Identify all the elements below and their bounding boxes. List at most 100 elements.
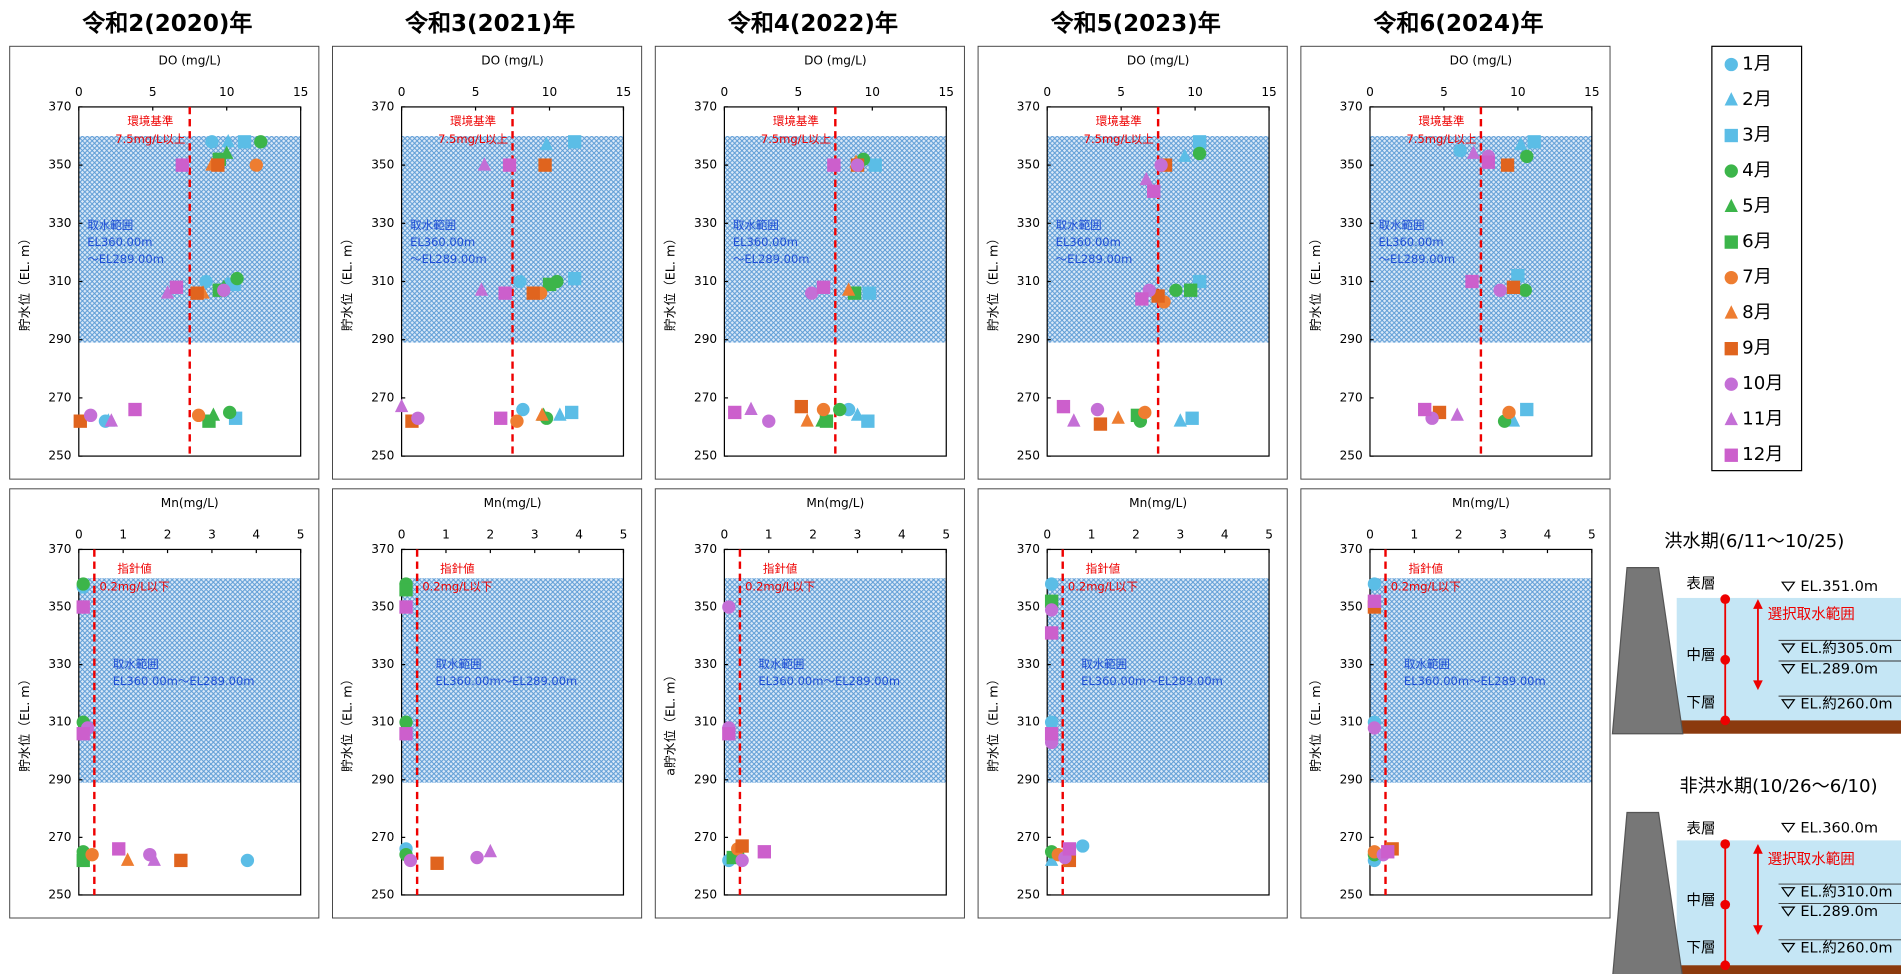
threshold-label: 指針値 [1086,561,1121,575]
threshold-label: 0.2mg/L以下 [745,580,815,594]
x-tick-label: 0 [398,85,406,99]
ground [1676,965,1901,974]
point [850,407,865,421]
point [1056,399,1071,414]
point [112,842,126,856]
year-title: 令和5(2023)年 [1051,10,1221,37]
threshold-label: 環境基準 [773,114,819,128]
threshold-label: 7.5mg/L以上 [761,132,831,146]
point [804,286,819,300]
level-label: EL.289.0m [1800,661,1878,677]
intake-band [1369,578,1592,783]
y-tick-label: 290 [1017,772,1040,786]
legend-marker [1724,164,1738,178]
y-axis-label: 貯水位（EL. m） [17,232,32,331]
level-label: EL.約305.0m [1800,640,1892,657]
point [430,856,444,870]
point [538,158,552,172]
point [237,135,252,149]
threshold-label: 0.2mg/L以下 [1068,580,1138,594]
point [1514,136,1528,151]
band-label: 取水範囲 [758,657,804,671]
band-label: 取水範囲 [733,218,779,232]
layer-label: 中層 [1686,892,1715,909]
y-tick-label: 290 [48,332,71,346]
point [816,280,831,294]
point [191,408,206,423]
arrow-head [1753,844,1763,854]
point [1044,852,1059,866]
band-label: EL360.00m～EL289.00m [758,674,900,688]
legend-marker [1724,128,1738,143]
y-tick-label: 310 [694,274,717,288]
point [223,405,237,420]
x-tick-label: 5 [1265,527,1273,541]
intake-point [1720,654,1731,665]
point [217,283,231,297]
y-tick-label: 290 [371,772,394,786]
legend-label: 5月 [1742,196,1772,217]
point [399,727,413,741]
y-tick-label: 270 [1017,830,1040,844]
x-tick-label: 3 [208,527,216,541]
point [83,408,98,423]
point [502,158,517,172]
x-tick-label: 15 [1261,85,1276,99]
y-tick-label: 270 [694,390,717,404]
point [728,405,742,420]
point [1367,721,1382,735]
water [1676,597,1901,728]
point [722,727,736,741]
point [1381,845,1395,859]
range-label: 選択取水範囲 [1768,605,1855,623]
threshold-label: 7.5mg/L以上 [1084,132,1154,146]
point [800,413,814,427]
x-axis-label: Mn(mg/L) [1452,496,1510,510]
x-tick-label: 0 [1366,85,1374,99]
point [526,286,540,300]
point [128,402,142,417]
point [175,158,190,172]
legend-marker [1724,342,1738,356]
band-label: EL360.00m～EL289.00m [1081,674,1223,688]
y-tick-label: 370 [48,99,71,113]
x-axis-label: DO (mg/L) [1450,53,1512,67]
point [833,402,847,417]
y-tick-label: 310 [371,274,394,288]
point [1453,143,1467,158]
y-tick-label: 270 [371,390,394,404]
level-label: EL.289.0m [1800,904,1878,920]
ground [1676,720,1901,734]
point [1185,411,1199,425]
x-tick-label: 4 [252,527,260,541]
legend-marker [1724,198,1738,213]
point [1138,405,1152,420]
y-axis-label: 貯水位（EL. m） [340,673,355,772]
point [794,399,808,414]
point [1192,135,1207,149]
x-tick-label: 5 [1440,85,1448,99]
band-label: EL360.00m～EL289.00m [113,674,255,688]
point [762,414,776,428]
point [861,414,875,428]
threshold-label: 指針値 [117,561,152,575]
level-mark [1781,664,1796,675]
x-tick-label: 4 [1544,527,1552,541]
x-axis-label: DO (mg/L) [1127,53,1189,67]
legend-marker [1724,235,1738,249]
point [1481,155,1495,169]
x-tick-label: 10 [542,85,557,99]
x-tick-label: 15 [616,85,631,99]
x-tick-label: 4 [575,527,583,541]
x-tick-label: 0 [75,85,83,99]
legend-marker [1724,377,1738,391]
y-tick-label: 270 [371,830,394,844]
point [1183,283,1198,297]
x-tick-label: 5 [297,527,305,541]
y-tick-label: 330 [694,216,717,230]
y-tick-label: 370 [371,542,394,556]
threshold-label: 7.5mg/L以上 [438,132,508,146]
point [76,727,90,741]
intake-band [78,578,301,783]
